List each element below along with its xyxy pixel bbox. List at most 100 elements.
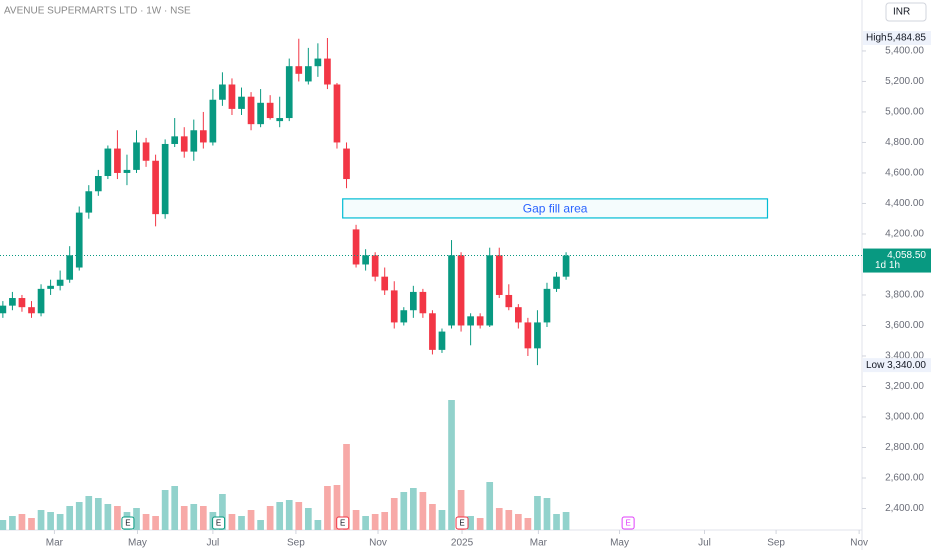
x-tick-label: Mar bbox=[46, 538, 64, 549]
volume-bar bbox=[180, 506, 188, 530]
volume-bar bbox=[495, 508, 503, 530]
volume-bar bbox=[343, 444, 350, 530]
currency[interactable]: INR bbox=[893, 7, 910, 18]
candle-body bbox=[190, 130, 198, 152]
volume-bar bbox=[553, 514, 560, 530]
volume-bar bbox=[219, 494, 226, 530]
y-tick-label: 3,000.00 bbox=[885, 412, 924, 423]
volume-bar bbox=[429, 504, 436, 530]
volume-bar bbox=[438, 510, 446, 530]
volume-bar bbox=[94, 498, 102, 530]
volume-bar bbox=[190, 504, 198, 530]
volume-bar bbox=[457, 490, 465, 530]
earnings-label: E bbox=[125, 519, 130, 528]
y-tick-label: 4,400.00 bbox=[885, 198, 924, 209]
volume-bar bbox=[448, 400, 455, 530]
candle-body bbox=[123, 169, 131, 173]
candle-body bbox=[37, 288, 45, 314]
volume-bar bbox=[304, 508, 312, 530]
earnings-label: E bbox=[625, 519, 630, 528]
candle-body bbox=[161, 143, 169, 215]
volume-bar bbox=[18, 514, 26, 530]
candle-body bbox=[457, 255, 465, 326]
y-tick-label: 5,200.00 bbox=[885, 76, 924, 87]
y-tick-label: 5,400.00 bbox=[885, 46, 924, 57]
candle-body bbox=[486, 255, 494, 326]
candle-body bbox=[56, 279, 64, 286]
candle-body bbox=[562, 255, 570, 277]
candle-body bbox=[266, 102, 274, 119]
volume-bar bbox=[104, 504, 112, 530]
volume-bar bbox=[515, 514, 522, 530]
candle-body bbox=[238, 96, 245, 109]
candle-body bbox=[295, 66, 303, 74]
chart-title: AVENUE SUPERMARTS LTD · 1W · NSE bbox=[4, 6, 191, 17]
y-tick-label: 3,400.00 bbox=[885, 351, 924, 362]
earnings-marker bbox=[212, 516, 226, 530]
candle-body bbox=[371, 255, 379, 277]
candle-body bbox=[381, 276, 389, 291]
volume-bar bbox=[0, 520, 7, 530]
earnings-label: E bbox=[216, 519, 221, 528]
volume-bar bbox=[505, 510, 513, 530]
candle-body bbox=[94, 176, 102, 192]
candle-body bbox=[553, 276, 560, 289]
volume-bar bbox=[543, 498, 551, 530]
currency-box[interactable] bbox=[885, 2, 927, 22]
candle-body bbox=[543, 288, 551, 323]
earnings-marker bbox=[621, 516, 635, 530]
candle-body bbox=[28, 307, 35, 314]
candle-body bbox=[400, 310, 408, 323]
earnings-marker bbox=[121, 516, 135, 530]
volume-bar bbox=[467, 516, 474, 530]
y-tick-label: 4,800.00 bbox=[885, 137, 924, 148]
candle-body bbox=[199, 130, 207, 143]
y-tick-label: 2,800.00 bbox=[885, 442, 924, 453]
volume-bar bbox=[28, 518, 35, 530]
candle-body bbox=[142, 142, 150, 161]
countdown-label: 1d 1h bbox=[875, 260, 900, 271]
volume-bar bbox=[409, 488, 417, 530]
volume-bar bbox=[199, 506, 207, 530]
x-tick-label: May bbox=[610, 538, 629, 549]
x-tick-label: Sep bbox=[287, 538, 305, 549]
y-tick-label: 3,800.00 bbox=[885, 290, 924, 301]
candle-body bbox=[524, 322, 532, 349]
candle-body bbox=[228, 84, 236, 109]
y-tick-label: 5,000.00 bbox=[885, 107, 924, 118]
volume-bar bbox=[524, 518, 532, 530]
candle-body bbox=[343, 148, 350, 180]
y-tick-label: 2,600.00 bbox=[885, 473, 924, 484]
candle-body bbox=[409, 291, 417, 311]
volume-bar bbox=[266, 506, 274, 530]
candle-body bbox=[429, 313, 436, 350]
candle-body bbox=[515, 307, 522, 323]
volume-bar bbox=[295, 502, 303, 530]
candle-body bbox=[133, 142, 140, 170]
volume-bar bbox=[152, 516, 159, 530]
volume-bar bbox=[324, 486, 331, 530]
volume-bar bbox=[362, 516, 369, 530]
low-marker-label: Low bbox=[866, 360, 885, 371]
y-tick-label: 4,200.00 bbox=[885, 229, 924, 240]
volume-bar bbox=[371, 514, 379, 530]
candle-body bbox=[476, 316, 484, 326]
volume-bar bbox=[228, 514, 236, 530]
high-marker-box bbox=[863, 30, 931, 45]
x-tick-label: May bbox=[128, 538, 147, 549]
volume-bar bbox=[37, 510, 45, 530]
high-marker-value: 5,484.85 bbox=[887, 33, 926, 44]
x-tick-label: Nov bbox=[369, 538, 387, 549]
volume-bar bbox=[352, 510, 360, 530]
volume-bar bbox=[171, 486, 179, 530]
volume-bar bbox=[400, 492, 408, 530]
candle-body bbox=[247, 96, 255, 125]
candle-body bbox=[390, 290, 398, 323]
volume-bar bbox=[419, 492, 427, 530]
x-tick-label: Jul bbox=[206, 538, 219, 549]
x-tick-label: Jul bbox=[698, 538, 711, 549]
volume-bar bbox=[562, 512, 570, 530]
annotation-text: Gap fill area bbox=[523, 202, 588, 216]
earnings-marker bbox=[336, 516, 350, 530]
